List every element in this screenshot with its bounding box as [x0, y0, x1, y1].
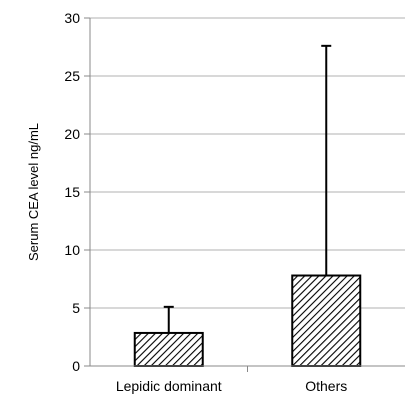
axes: [89, 18, 405, 372]
y-tick-labels: 0 5 10 15 20 25 30: [64, 10, 80, 374]
y-tick-label: 25: [64, 68, 80, 84]
y-tick-label: 10: [64, 242, 80, 258]
gridlines: [84, 17, 405, 367]
x-tick-labels: Lepidic dominant Others: [116, 378, 347, 394]
y-tick-label: 30: [64, 10, 80, 26]
x-tick-label: Lepidic dominant: [116, 378, 222, 394]
y-tick-label: 5: [72, 300, 80, 316]
y-axis-title: Serum CEA level ng/mL: [26, 123, 41, 261]
x-tick-label: Others: [305, 378, 347, 394]
y-tick-label: 20: [64, 126, 80, 142]
bar-1: [133, 331, 204, 368]
y-tick-label: 15: [64, 184, 80, 200]
bar-2: [291, 274, 362, 367]
y-tick-label: 0: [72, 358, 80, 374]
bars-group: [133, 44, 362, 368]
